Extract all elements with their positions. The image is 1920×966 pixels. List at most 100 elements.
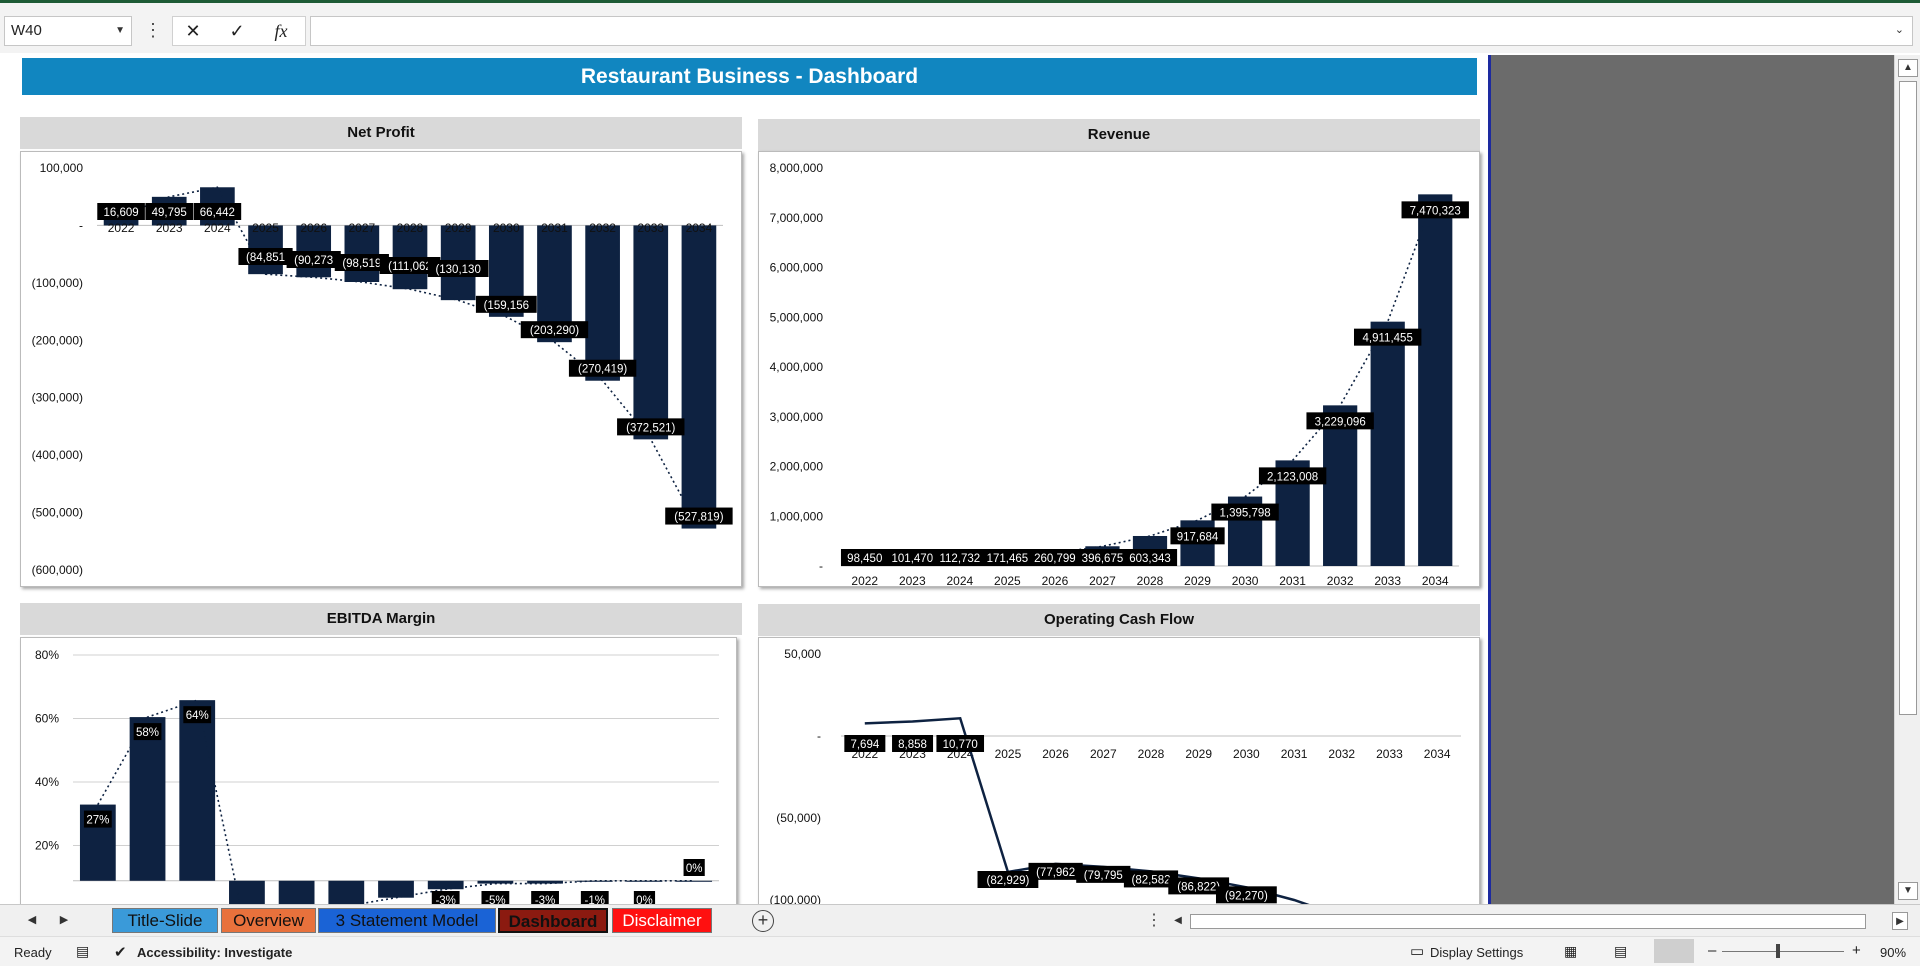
data-label-2029-bg [1170,527,1225,545]
data-label-2028: 603,343 [1129,553,1171,565]
data-label-2026: (77,962 [1036,867,1075,879]
bar-2027 [328,880,365,904]
data-label-2025-bg [980,549,1035,566]
accessibility-status[interactable]: Accessibility: Investigate [137,945,293,960]
data-label-2031-bg [531,891,559,904]
data-label-2023: 49,795 [152,207,187,219]
dashboard-title: Restaurant Business - Dashboard [22,58,1477,95]
y-tick-label: (400,000) [32,448,83,462]
scroll-left-icon[interactable]: ◀ [1174,915,1182,926]
tab-disclaimer[interactable]: Disclaimer [612,908,712,933]
bar-2034 [681,225,717,529]
page-break-view-icon[interactable] [1654,939,1694,963]
data-label-2022-bg [83,810,112,828]
y-tick-label: (100,000) [770,893,821,904]
zoom-out-icon[interactable]: – [1708,942,1717,959]
data-label-2031-bg [520,321,589,339]
x-tick-label: 2026 [1042,574,1069,588]
macro-record-icon[interactable]: ▤ [76,943,90,959]
y-tick-label: - [79,218,83,232]
y-tick-label: 80% [35,648,59,662]
bar-2026 [278,880,315,904]
name-box[interactable]: W40 ▼ [4,16,132,46]
y-tick-label: 50,000 [784,647,821,661]
formula-input[interactable]: ⌄ [310,16,1913,46]
operating-cash-flow-chart[interactable]: 50,000- (50,000) (100,000) 2022 2023 2024 2025… [758,637,1480,904]
data-label-2024: 112,732 [939,553,980,565]
vertical-scroll-thumb[interactable] [1899,81,1917,715]
bar-2027 [344,225,380,283]
data-label-2032: 3,229,096 [1315,416,1366,428]
ready-status: Ready [14,945,52,960]
y-tick-label: 1,000,000 [770,509,824,523]
data-label-2024: 64% [186,710,209,722]
data-label-2030-bg [1215,886,1277,904]
x-tick-label: 2024 [946,574,973,588]
bar-2032 [1323,405,1358,566]
trendline [97,699,695,904]
data-label-2027-bg [1075,549,1130,566]
bar-2034 [676,880,713,882]
y-tick-label: (50,000) [776,811,821,825]
cancel-icon[interactable]: ✕ [185,21,201,41]
display-settings-icon[interactable]: ▭ [1410,943,1425,960]
tab-overview[interactable]: Overview [221,908,316,933]
tab-title-slide[interactable]: Title-Slide [112,908,218,933]
zoom-slider[interactable] [1722,951,1844,952]
data-label-2033: 0% [636,895,653,904]
data-label-2028: (82,582 [1131,874,1170,886]
data-label-2022-bg [844,735,886,752]
x-tick-label: 2030 [493,221,520,235]
zoom-slider-thumb[interactable] [1776,944,1780,958]
tabs-more-icon[interactable]: ⋮ [1146,912,1162,929]
normal-view-icon[interactable]: ▦ [1564,943,1578,959]
bar-2029 [427,880,464,890]
insert-function-icon[interactable]: fx [274,21,288,41]
horizontal-scroll-thumb[interactable] [1190,914,1866,929]
scroll-down-icon[interactable]: ▼ [1898,882,1918,900]
formula-bar: W40 ▼ ⋮ ✕ ✓ fx ⌄ [0,3,1920,53]
horizontal-scrollbar[interactable]: ◀ ▶ [1170,912,1908,930]
data-label-2029: -3% [435,895,455,904]
revenue-chart[interactable]: 8,000,000 7,000,000 6,000,000 5,000,000 4,00… [758,151,1480,588]
data-label-2031: -3% [535,895,555,904]
enter-icon[interactable]: ✓ [229,21,245,41]
x-tick-label: 2023 [899,574,926,588]
chevron-down-icon[interactable]: ▼ [115,25,125,36]
expand-formula-icon[interactable]: ⌄ [1894,24,1904,36]
vertical-scrollbar[interactable]: ▲ ▼ [1894,55,1920,904]
x-tick-label: 2027 [1090,747,1117,761]
data-label-2023: 58% [136,727,159,739]
bar-2033 [1370,321,1405,566]
data-label-2031: (203,290) [530,325,579,337]
ebitda-margin-chart[interactable]: 80%60%40%20%0%20222023202420252026202720… [20,637,737,904]
tab-prev-icon[interactable]: ◀ [27,914,37,926]
data-label-2026: (90,273 [294,255,333,267]
y-tick-label: 60% [35,712,59,726]
bar-2032 [576,880,613,882]
display-settings-label[interactable]: Display Settings [1430,945,1524,960]
data-label-2032: (270,419) [578,364,627,376]
scroll-up-icon[interactable]: ▲ [1898,59,1918,77]
more-options-icon[interactable]: ⋮ [144,20,162,40]
x-tick-label: 2032 [589,221,616,235]
x-tick-label: 2022 [108,221,135,235]
y-tick-label: 4,000,000 [770,360,824,374]
tab-next-icon[interactable]: ▶ [59,914,69,926]
tab-3-statement-model[interactable]: 3 Statement Model [318,908,496,933]
net-profit-chart[interactable]: 100,000 - (100,000) (200,000) (300,000) (400,… [20,151,742,587]
zoom-level[interactable]: 90% [1880,945,1907,960]
x-tick-label: 2025 [994,574,1021,588]
worksheet-grid[interactable]: Restaurant Business - Dashboard Net Prof… [0,55,1488,904]
page-layout-icon[interactable]: ▤ [1614,943,1628,959]
accessibility-icon[interactable]: ✔ [114,944,127,961]
data-label-2034: 0% [686,863,703,875]
scroll-right-icon[interactable]: ▶ [1892,912,1908,930]
zoom-in-icon[interactable]: + [1852,942,1861,959]
tab-dashboard[interactable]: Dashboard [498,908,608,933]
data-label-2022: 7,694 [850,739,879,751]
data-label-2033: 4,911,455 [1363,333,1413,345]
data-label-2022-bg [97,203,145,220]
x-tick-label: 2026 [1042,747,1069,761]
add-sheet-icon[interactable]: + [752,910,774,932]
